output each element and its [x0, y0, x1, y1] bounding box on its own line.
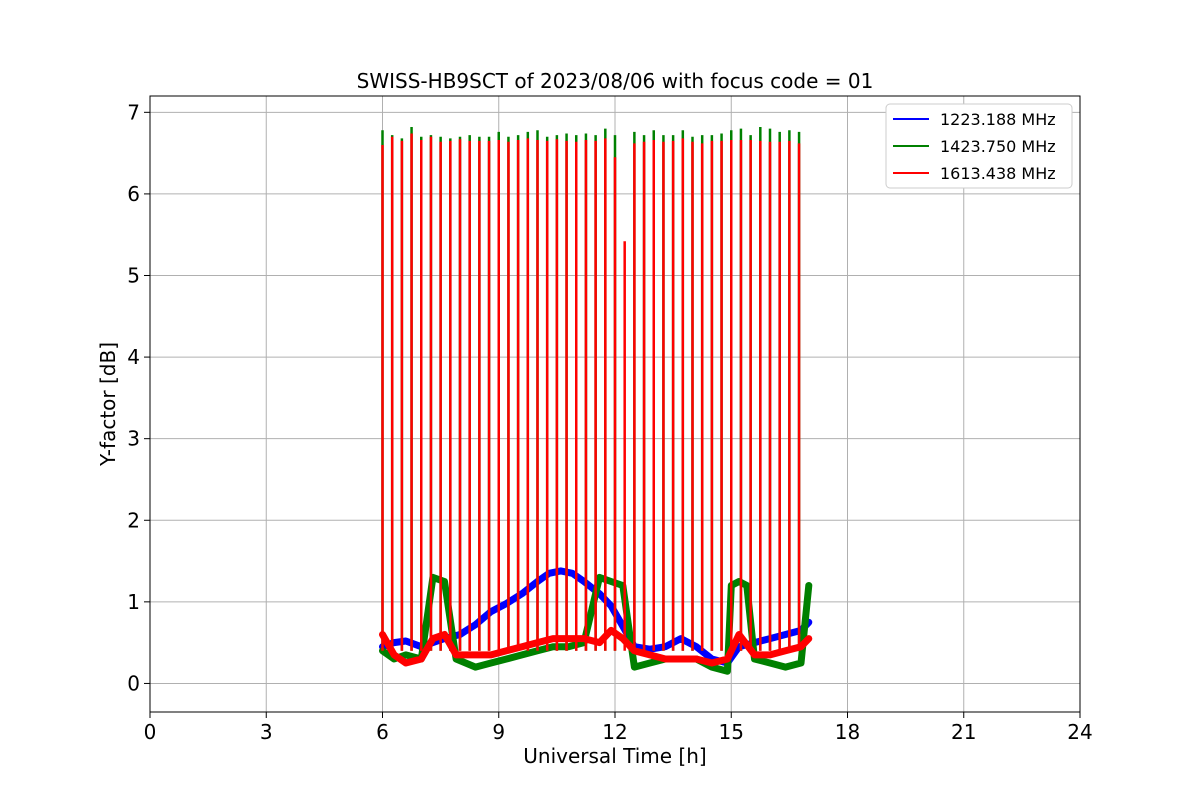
- x-tick-label: 18: [835, 720, 860, 744]
- y-tick-label: 3: [127, 427, 140, 451]
- x-tick-label: 15: [719, 720, 744, 744]
- x-tick-label: 3: [260, 720, 273, 744]
- series-3: [379, 133, 813, 667]
- legend-box: [885, 103, 1073, 189]
- y-tick-label: 5: [127, 263, 140, 287]
- series-baseline-line: [379, 573, 813, 675]
- series-layer: [379, 127, 813, 675]
- x-tick-label: 21: [951, 720, 976, 744]
- x-tick-label: 24: [1067, 720, 1092, 744]
- y-axis-label: Y-factor [dB]: [96, 342, 120, 467]
- series-baseline-line: [379, 626, 813, 667]
- y-tick-label: 4: [127, 345, 140, 369]
- y-tick-label: 2: [127, 508, 140, 532]
- x-tick-label: 9: [492, 720, 505, 744]
- y-tick-label: 7: [127, 100, 140, 124]
- x-tick-label: 6: [376, 720, 389, 744]
- x-tick-label: 0: [144, 720, 157, 744]
- x-axis-label: Universal Time [h]: [523, 744, 706, 768]
- y-tick-label: 6: [127, 182, 140, 206]
- legend-label: 1223.188 MHz: [940, 110, 1056, 129]
- y-tick-label: 1: [127, 590, 140, 614]
- y-tick-label: 0: [127, 671, 140, 695]
- legend-label: 1423.750 MHz: [940, 137, 1056, 156]
- chart-title: SWISS-HB9SCT of 2023/08/06 with focus co…: [357, 69, 874, 93]
- legend: 1223.188 MHz 1423.750 MHz 1613.438 MHz: [885, 103, 1073, 189]
- legend-label: 1613.438 MHz: [940, 164, 1056, 183]
- x-tick-label: 12: [602, 720, 627, 744]
